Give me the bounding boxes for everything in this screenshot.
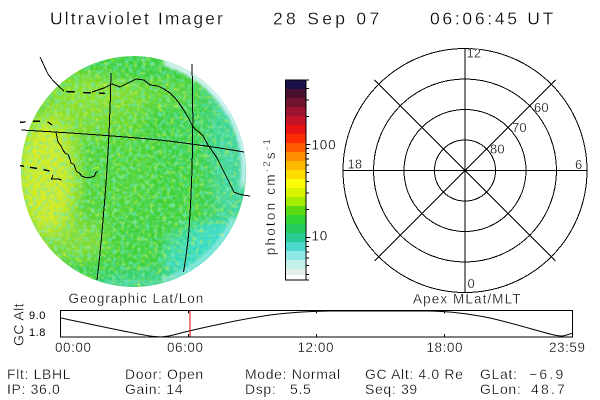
svg-text:GLat:: GLat: <box>480 366 518 382</box>
svg-text:80: 80 <box>490 142 505 157</box>
svg-text:00:00: 00:00 <box>55 340 92 355</box>
svg-text:Geographic Lat/Lon: Geographic Lat/Lon <box>69 291 205 306</box>
svg-text:−6.9: −6.9 <box>529 366 565 382</box>
svg-text:06:00: 06:00 <box>167 340 204 355</box>
svg-text:Ultraviolet Imager: Ultraviolet Imager <box>50 9 225 29</box>
svg-text:Dsp: 5.5: Dsp: 5.5 <box>245 381 311 397</box>
svg-text:6: 6 <box>575 157 582 172</box>
svg-text:GLon:: GLon: <box>480 381 521 397</box>
svg-text:1.8: 1.8 <box>29 327 46 339</box>
svg-text:9.0: 9.0 <box>29 310 46 322</box>
svg-text:70: 70 <box>512 120 527 135</box>
svg-text:60: 60 <box>534 100 549 115</box>
svg-text:IP: 36.0: IP: 36.0 <box>7 381 60 397</box>
svg-text:12:00: 12:00 <box>298 340 335 355</box>
svg-text:Gain: 14: Gain: 14 <box>125 381 183 397</box>
svg-text:18:00: 18:00 <box>427 340 464 355</box>
svg-text:12: 12 <box>467 46 482 61</box>
svg-text:100: 100 <box>312 138 337 153</box>
svg-text:Mode: Normal: Mode: Normal <box>245 366 341 382</box>
svg-text:Door: Open: Door: Open <box>125 366 204 382</box>
svg-text:0: 0 <box>468 276 475 291</box>
svg-text:GC Alt: GC Alt <box>11 303 27 346</box>
svg-text:Flt: LBHL: Flt: LBHL <box>7 366 71 382</box>
svg-text:GC Alt: 4.0 Re: GC Alt: 4.0 Re <box>365 366 464 382</box>
svg-text:48.7: 48.7 <box>531 381 567 397</box>
svg-text:10: 10 <box>312 229 329 244</box>
svg-text:06:06:45 UT: 06:06:45 UT <box>430 9 556 29</box>
svg-text:Apex MLat/MLT: Apex MLat/MLT <box>413 292 522 307</box>
svg-text:18: 18 <box>348 157 363 172</box>
svg-text:Seq: 39: Seq: 39 <box>365 381 418 397</box>
svg-text:23:59: 23:59 <box>549 340 586 355</box>
svg-text:28 Sep 07: 28 Sep 07 <box>273 9 383 29</box>
svg-text:photon cm-2s-1: photon cm-2s-1 <box>262 137 278 255</box>
